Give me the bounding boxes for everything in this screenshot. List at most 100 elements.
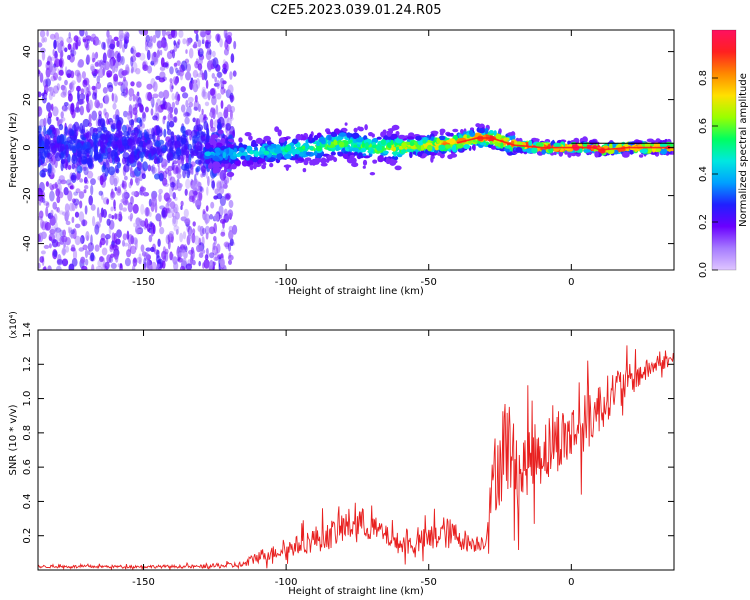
heatmap-cell bbox=[173, 40, 176, 46]
heatmap-cell bbox=[136, 257, 143, 264]
heatmap-cell bbox=[92, 215, 96, 227]
heatmap-cell bbox=[532, 138, 540, 142]
heatmap-cell bbox=[201, 249, 206, 254]
heatmap-cell bbox=[449, 153, 458, 158]
heatmap-cell bbox=[131, 191, 137, 196]
heatmap-cell bbox=[78, 247, 85, 252]
heatmap-cell bbox=[182, 38, 187, 45]
heatmap-cell bbox=[70, 229, 75, 235]
heatmap-cell bbox=[76, 142, 83, 152]
heatmap-cell bbox=[171, 162, 175, 171]
heatmap-cell bbox=[45, 206, 49, 217]
heatmap-cell bbox=[86, 131, 92, 142]
heatmap-cell bbox=[111, 92, 115, 102]
heatmap-cell bbox=[71, 244, 76, 252]
heatmap-cell bbox=[362, 153, 367, 157]
heatmap-cell bbox=[38, 133, 42, 143]
heatmap-cell bbox=[194, 235, 200, 245]
heatmap-cell bbox=[104, 261, 110, 270]
heatmap-cell bbox=[197, 103, 201, 113]
heatmap-cell bbox=[90, 204, 96, 211]
heatmap-cell bbox=[190, 148, 194, 158]
heatmap-cell bbox=[167, 210, 173, 219]
heatmap-cell bbox=[205, 205, 209, 212]
heatmap-cell bbox=[104, 167, 109, 177]
snr-panel: -150 -100 -50 0 0.2 0.4 0.6 0.8 1.0 1.2 1.4 Height… bbox=[8, 311, 675, 597]
heatmap-cell bbox=[353, 151, 358, 156]
heatmap-cell bbox=[208, 147, 214, 152]
y-tick-label: 1.2 bbox=[22, 356, 33, 372]
heatmap-cell bbox=[401, 142, 407, 149]
heatmap-cell bbox=[165, 31, 172, 36]
heatmap-cell bbox=[315, 145, 323, 152]
heatmap-cell bbox=[151, 167, 157, 174]
heatmap-cell bbox=[180, 200, 184, 207]
heatmap-cell bbox=[41, 172, 46, 178]
heatmap-cell bbox=[504, 145, 512, 149]
heatmap-cell bbox=[38, 70, 41, 75]
heatmap-cell bbox=[180, 86, 186, 93]
heatmap-cell bbox=[157, 165, 161, 176]
heatmap-cell bbox=[421, 153, 428, 158]
heatmap-cell bbox=[46, 30, 49, 37]
heatmap-cell bbox=[57, 42, 62, 54]
heatmap-cell bbox=[146, 49, 151, 61]
heatmap-cell bbox=[114, 186, 118, 192]
heatmap-cell bbox=[232, 151, 237, 157]
heatmap-cell bbox=[219, 169, 227, 181]
heatmap-cell bbox=[38, 42, 43, 48]
heatmap-cell bbox=[205, 79, 209, 89]
heatmap-cell bbox=[430, 155, 435, 160]
heatmap-cell bbox=[71, 144, 77, 154]
heatmap-cell bbox=[105, 237, 109, 246]
heatmap-cell bbox=[249, 164, 254, 171]
heatmap-cell bbox=[123, 242, 129, 247]
heatmap-cell bbox=[216, 243, 221, 254]
heatmap-cell bbox=[175, 228, 179, 235]
heatmap-cell bbox=[168, 230, 174, 237]
heatmap-cell bbox=[107, 87, 114, 93]
heatmap-cell bbox=[212, 242, 216, 251]
heatmap-cell bbox=[362, 165, 366, 169]
heatmap-cell bbox=[205, 41, 212, 49]
heatmap-cell bbox=[320, 157, 327, 164]
heatmap-cell bbox=[169, 182, 176, 188]
heatmap-cell bbox=[609, 143, 613, 150]
heatmap-cell bbox=[132, 107, 138, 116]
heatmap-cell bbox=[113, 36, 119, 41]
heatmap-cell bbox=[594, 151, 599, 158]
heatmap-cell bbox=[38, 212, 42, 219]
heatmap-cell bbox=[200, 165, 206, 174]
heatmap-cell bbox=[107, 151, 111, 160]
heatmap-cell bbox=[104, 112, 110, 119]
heatmap-cell bbox=[406, 149, 413, 152]
heatmap-cell bbox=[39, 256, 44, 263]
heatmap-cell bbox=[43, 265, 47, 270]
heatmap-cell bbox=[209, 214, 214, 220]
heatmap-cell bbox=[157, 238, 161, 247]
heatmap-cell bbox=[456, 143, 464, 149]
heatmap-cell bbox=[188, 229, 192, 240]
heatmap-cell bbox=[148, 211, 152, 218]
heatmap-cell bbox=[87, 84, 91, 93]
heatmap-cell bbox=[84, 205, 88, 215]
heatmap-cell bbox=[86, 93, 90, 104]
heatmap-cell bbox=[85, 95, 89, 102]
heatmap-cell bbox=[218, 186, 225, 195]
heatmap-cell bbox=[210, 87, 217, 99]
heatmap-cell bbox=[430, 136, 435, 142]
heatmap-cell bbox=[233, 40, 237, 50]
heatmap-cell bbox=[176, 41, 180, 49]
heatmap-cell bbox=[180, 248, 186, 254]
heatmap-cell bbox=[130, 178, 133, 186]
heatmap-cell bbox=[64, 126, 68, 136]
heatmap-cell bbox=[165, 168, 170, 175]
heatmap-cell bbox=[150, 60, 155, 66]
heatmap-cell bbox=[110, 191, 116, 199]
heatmap-cell bbox=[100, 147, 104, 153]
heatmap-cell bbox=[151, 196, 158, 207]
heatmap-cell bbox=[99, 256, 104, 263]
heatmap-cell bbox=[109, 43, 115, 50]
heatmap-cell bbox=[484, 127, 489, 134]
heatmap-cell bbox=[212, 166, 221, 173]
